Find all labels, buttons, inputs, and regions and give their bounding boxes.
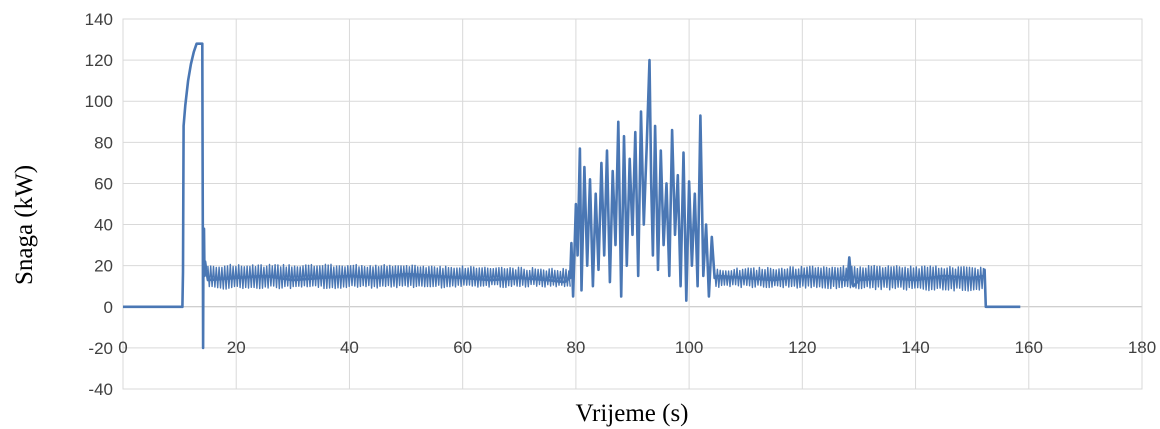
x-tick-label: 100 (675, 338, 703, 357)
x-tick-label: 0 (118, 338, 127, 357)
y-tick-label: 0 (104, 298, 113, 317)
x-tick-label: 60 (453, 338, 472, 357)
x-tick-label: 80 (566, 338, 585, 357)
x-tick-label: 120 (788, 338, 816, 357)
y-tick-label: -20 (88, 339, 113, 358)
y-tick-label: 60 (94, 174, 113, 193)
series-line (123, 42, 1021, 350)
y-tick-label: 100 (85, 92, 113, 111)
series-layer (123, 42, 1021, 350)
y-tick-labels: -40 -20 0 20 40 60 80 100 120 140 (85, 10, 113, 399)
y-axis-title: Snaga (kW) (11, 165, 38, 285)
y-tick-label: 140 (85, 10, 113, 29)
x-tick-label: 40 (340, 338, 359, 357)
y-tick-label: 120 (85, 51, 113, 70)
x-tick-label: 180 (1128, 338, 1156, 357)
x-tick-label: 20 (227, 338, 246, 357)
x-axis-title: Vrijeme (s) (575, 400, 688, 427)
y-tick-label: -40 (88, 380, 113, 399)
y-tick-label: 20 (94, 257, 113, 276)
x-tick-label: 160 (1015, 338, 1043, 357)
y-tick-label: 40 (94, 216, 113, 235)
grid-lines (122, 18, 1143, 390)
x-tick-label: 140 (901, 338, 929, 357)
x-tick-labels: 0 20 40 60 80 100 120 140 160 180 (118, 338, 1156, 357)
y-tick-label: 80 (94, 133, 113, 152)
